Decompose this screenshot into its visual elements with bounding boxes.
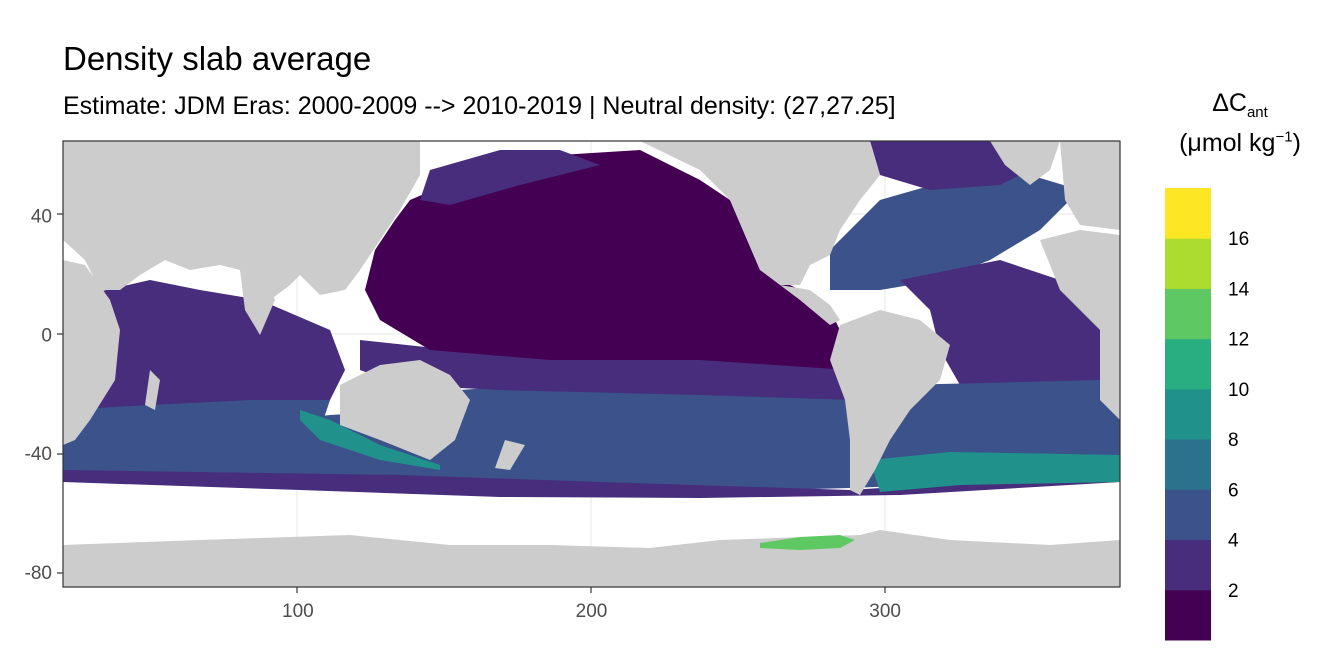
legend-tick-label: 10 (1228, 380, 1249, 401)
legend-tick-label: 16 (1228, 229, 1249, 250)
region-pacific-south-tropics (360, 340, 855, 400)
x-axis-tick-labels: 100 200 300 (282, 601, 901, 622)
land-asia (63, 141, 420, 300)
legend-tick-label: 6 (1228, 480, 1239, 501)
y-tick-label: -80 (25, 563, 52, 584)
land (63, 141, 1120, 587)
chart-title: Density slab average (63, 40, 372, 77)
legend-color-step (1165, 539, 1211, 591)
legend-color-step (1165, 388, 1211, 440)
land-new-zealand (495, 440, 525, 470)
legend-title: ΔCant (μmol kg−1) (1160, 84, 1320, 163)
region-south-atlantic (900, 260, 1100, 390)
chart-subtitle: Estimate: JDM Eras: 2000-2009 --> 2010-2… (63, 92, 896, 120)
legend-units-sup: −1 (1275, 128, 1293, 146)
legend-tick-label: 4 (1228, 531, 1239, 552)
legend-tick-labels: 2 4 6 8 10 12 14 16 (1228, 229, 1250, 602)
region-north-atlantic-upper (870, 141, 1040, 190)
land-antarctica (63, 530, 1120, 587)
legend-tick-label: 2 (1228, 581, 1239, 602)
region-south-atlantic-high (870, 452, 1120, 492)
land-africa-right (1040, 230, 1120, 420)
land-africa-left (63, 260, 120, 445)
land-south-america (830, 310, 950, 495)
legend-tick-label: 8 (1228, 430, 1239, 451)
land-north-america (640, 141, 880, 285)
land-europe (1060, 141, 1120, 230)
y-tick-label: 0 (41, 325, 52, 346)
legend-tick-label: 12 (1228, 330, 1249, 351)
region-indian-ocean (63, 280, 345, 420)
region-weddell-coast (760, 535, 855, 550)
legend-tick-label: 14 (1228, 279, 1250, 300)
legend-color-step (1165, 338, 1211, 390)
y-tick-label: -40 (25, 444, 52, 465)
legend-title-main: ΔC (1212, 89, 1247, 117)
legend-color-step (1165, 238, 1211, 289)
region-north-pacific (365, 150, 850, 370)
region-north-atlantic (830, 175, 1080, 290)
land-australia (340, 360, 470, 460)
land-central-america (780, 285, 840, 325)
region-north-pacific-rim (420, 150, 600, 205)
region-australia-coast (300, 410, 440, 470)
land-madagascar (145, 370, 160, 410)
legend-units-open: (μmol kg (1179, 129, 1276, 158)
y-axis-tick-labels: 40 0 -40 -80 (25, 206, 52, 584)
axis-ticks (57, 213, 886, 593)
region-indian-south (63, 400, 330, 445)
land-india (240, 270, 275, 335)
legend-color-step (1165, 188, 1211, 239)
region-south-atlantic-lower (880, 380, 1120, 455)
x-tick-label: 200 (576, 601, 608, 622)
legend-color-step (1165, 288, 1211, 340)
y-tick-label: 40 (31, 206, 52, 227)
legend-color-step (1165, 439, 1211, 490)
x-tick-label: 300 (869, 601, 901, 622)
legend-color-step (1165, 589, 1211, 641)
legend-units-close: ) (1292, 129, 1301, 158)
land-greenland (990, 141, 1060, 185)
legend-colorbar (1165, 188, 1211, 641)
x-tick-label: 100 (282, 601, 314, 622)
legend-color-step (1165, 489, 1211, 541)
legend-title-sub: ant (1246, 104, 1268, 121)
